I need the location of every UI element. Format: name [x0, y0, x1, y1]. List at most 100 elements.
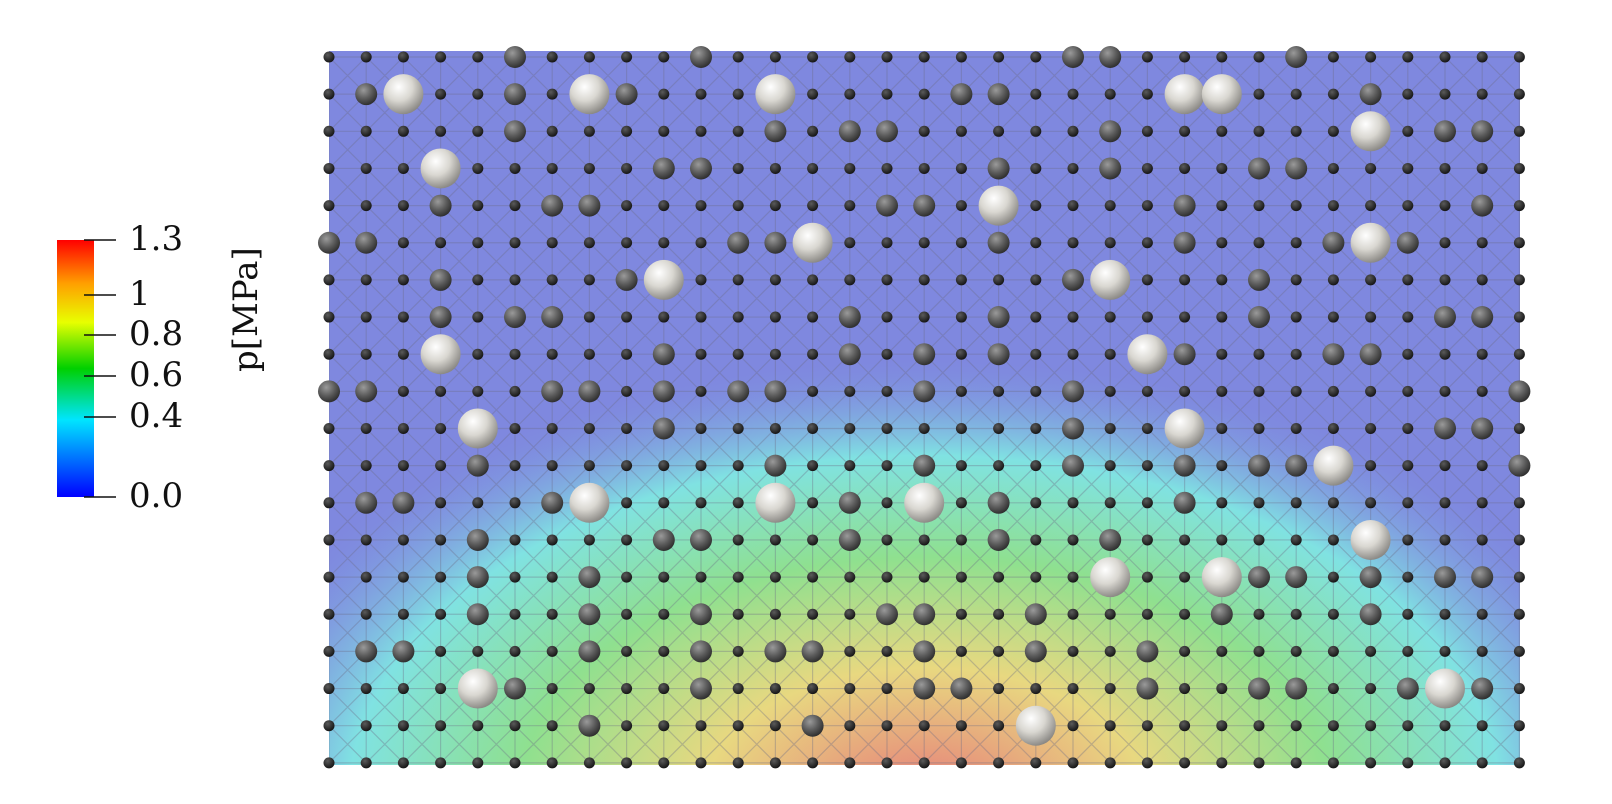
mesh-node — [881, 683, 893, 695]
mesh-node — [1439, 460, 1451, 472]
particle-medium — [578, 194, 601, 217]
mesh-node — [435, 497, 447, 509]
mesh-node — [807, 571, 819, 583]
mesh-node — [1513, 237, 1525, 249]
mesh-node — [546, 162, 558, 174]
mesh-node — [732, 88, 744, 100]
mesh-node — [769, 200, 781, 212]
mesh-node — [732, 311, 744, 323]
particle-medium — [838, 343, 861, 366]
mesh-node — [1104, 385, 1116, 397]
particle-medium — [987, 83, 1010, 106]
particle-medium — [429, 194, 452, 217]
mesh-node — [509, 645, 521, 657]
mesh-node — [1179, 608, 1191, 620]
particle-medium — [541, 380, 564, 403]
mesh-node — [1216, 534, 1228, 546]
mesh-node — [397, 348, 409, 360]
mesh-node — [1290, 720, 1302, 732]
particle-medium — [578, 380, 601, 403]
mesh-node — [807, 683, 819, 695]
mesh-node — [1402, 645, 1414, 657]
mesh-node — [807, 125, 819, 137]
mesh-node — [918, 274, 930, 286]
mesh-node — [1253, 88, 1265, 100]
mesh-node — [360, 125, 372, 137]
mesh-node — [397, 534, 409, 546]
mesh-node — [1216, 385, 1228, 397]
particle-large — [1201, 74, 1242, 115]
mesh-node — [397, 460, 409, 472]
particle-medium — [838, 120, 861, 143]
particle-medium — [950, 677, 973, 700]
mesh-node — [397, 385, 409, 397]
particle-medium — [318, 231, 340, 254]
particle-medium — [690, 528, 712, 551]
mesh-node — [435, 645, 447, 657]
mesh-node — [397, 423, 409, 434]
mesh-node — [881, 757, 893, 769]
particle-medium — [1099, 46, 1122, 68]
mesh-node — [1141, 274, 1153, 286]
mesh-node — [1439, 497, 1451, 509]
mesh-node — [1253, 720, 1265, 732]
mesh-node — [1327, 88, 1339, 100]
mesh-node — [1067, 88, 1079, 100]
mesh-node — [323, 757, 335, 769]
mesh-node — [844, 645, 856, 657]
mesh-node — [807, 274, 819, 286]
mesh-node — [435, 683, 447, 695]
mesh-node — [360, 720, 372, 732]
particle-medium — [429, 306, 452, 329]
particle-medium — [355, 231, 378, 254]
particle-medium — [913, 194, 936, 217]
particle-large — [755, 482, 796, 523]
mesh-node — [807, 51, 819, 63]
mesh-node — [509, 497, 521, 509]
mesh-node — [323, 423, 335, 434]
mesh-node — [844, 51, 856, 63]
mesh-node — [1327, 51, 1339, 63]
colorbar-gradient — [57, 240, 94, 497]
mesh-node — [955, 200, 967, 212]
mesh-node — [546, 720, 558, 732]
mesh-node — [1030, 237, 1042, 249]
particle-medium — [652, 157, 675, 180]
mesh-node — [1253, 534, 1265, 546]
particle-medium — [1210, 603, 1233, 626]
mesh-node — [1253, 757, 1265, 769]
mesh-node — [1216, 311, 1228, 323]
particle-medium — [652, 380, 675, 403]
mesh-node — [1216, 348, 1228, 360]
mesh-node — [807, 608, 819, 620]
mesh-node — [1216, 423, 1228, 434]
mesh-node — [1141, 125, 1153, 137]
mesh-node — [1402, 51, 1414, 63]
particle-large — [1201, 557, 1242, 598]
particle-medium — [1434, 120, 1456, 143]
mesh-node — [472, 51, 484, 63]
mesh-node — [435, 237, 447, 249]
particle-large — [792, 222, 833, 263]
particle-medium — [504, 677, 526, 700]
mesh-node — [1476, 88, 1488, 100]
particle-medium — [838, 528, 861, 551]
mesh-node — [993, 757, 1005, 769]
mesh-node — [844, 683, 856, 695]
mesh-node — [993, 683, 1005, 695]
mesh-node — [658, 88, 670, 100]
particle-large — [569, 74, 610, 115]
mesh-node — [1141, 423, 1153, 434]
mesh-node — [844, 757, 856, 769]
particle-medium — [1508, 454, 1531, 477]
mesh-node — [1439, 385, 1451, 397]
mesh-node — [658, 200, 670, 212]
mesh-node — [1402, 757, 1414, 769]
mesh-node — [1513, 720, 1525, 732]
mesh-node — [546, 645, 558, 657]
mesh-node — [1179, 534, 1191, 546]
mesh-node — [323, 683, 335, 695]
mesh-node — [1290, 534, 1302, 546]
mesh-node — [881, 162, 893, 174]
mesh-node — [323, 460, 335, 472]
